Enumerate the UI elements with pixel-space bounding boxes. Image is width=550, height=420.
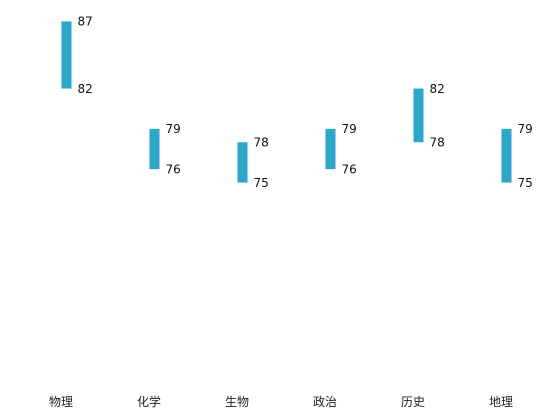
range-bar-5 — [501, 128, 512, 183]
range-bar-1 — [149, 128, 160, 170]
range-bar-2 — [237, 142, 248, 183]
category-label-0: 物理 — [49, 395, 73, 409]
range-bar-0 — [61, 21, 72, 89]
category-label-2: 生物 — [225, 395, 249, 409]
high-value-label-4: 82 — [430, 82, 445, 96]
low-value-label-3: 76 — [342, 162, 357, 176]
low-value-label-0: 82 — [78, 82, 93, 96]
low-value-label-2: 75 — [254, 176, 269, 190]
high-value-label-5: 79 — [518, 122, 533, 136]
low-value-label-1: 76 — [166, 162, 181, 176]
high-value-label-3: 79 — [342, 122, 357, 136]
low-value-label-4: 78 — [430, 135, 445, 149]
x-axis: 物理 化学 生物 政治 历史 地理 — [49, 394, 513, 409]
category-label-1: 化学 — [137, 394, 161, 409]
range-bar-4 — [413, 88, 424, 143]
high-value-label-2: 78 — [254, 135, 269, 149]
bars-layer — [61, 21, 512, 183]
value-labels-layer: 87 82 79 76 78 75 79 76 82 78 79 75 — [78, 15, 533, 190]
low-value-label-5: 75 — [518, 176, 533, 190]
category-label-5: 地理 — [489, 395, 513, 409]
category-label-4: 历史 — [401, 395, 425, 409]
category-label-3: 政治 — [313, 395, 337, 409]
high-value-label-1: 79 — [166, 122, 181, 136]
range-bar-3 — [325, 128, 336, 170]
high-value-label-0: 87 — [78, 15, 93, 29]
